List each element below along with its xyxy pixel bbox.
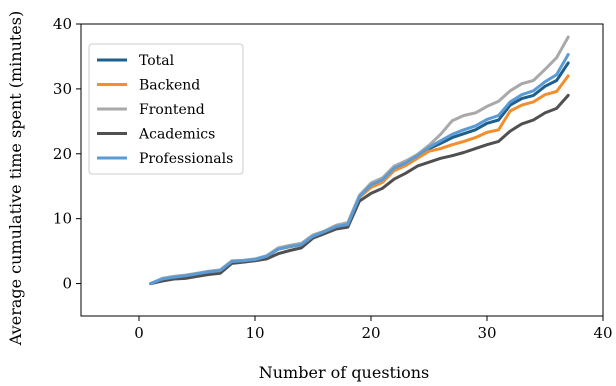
- y-tick-label: 0: [62, 275, 72, 293]
- legend-label-frontend: Frontend: [139, 102, 205, 118]
- tick-labels: 0 10 20 30 40 0 10 20 30 40: [53, 15, 613, 342]
- legend: Total Backend Frontend Academics Professiona…: [88, 43, 244, 175]
- x-tick-label: 10: [245, 324, 264, 342]
- tick-marks: [76, 23, 604, 321]
- x-tick-label: 40: [593, 324, 612, 342]
- y-tick-label: 30: [53, 80, 72, 98]
- legend-label-total: Total: [139, 53, 175, 69]
- y-tick-label: 10: [53, 210, 72, 228]
- legend-label-backend: Backend: [139, 78, 200, 94]
- plot-frame: [80, 23, 604, 317]
- series-line-academics: [149, 93, 570, 286]
- series-lines: [149, 35, 570, 286]
- x-tick-label: 30: [477, 324, 496, 342]
- y-tick-label: 40: [53, 15, 72, 33]
- y-axis-label: Average cumulative time spent (minutes): [6, 11, 25, 346]
- x-tick-label: 0: [134, 324, 144, 342]
- legend-label-academics: Academics: [138, 127, 215, 143]
- legend-box: [88, 43, 244, 175]
- y-tick-label: 20: [53, 145, 72, 163]
- legend-label-professionals: Professionals: [139, 151, 233, 167]
- x-tick-label: 20: [361, 324, 380, 342]
- series-line-professionals: [149, 53, 570, 286]
- x-axis-label: Number of questions: [259, 363, 429, 382]
